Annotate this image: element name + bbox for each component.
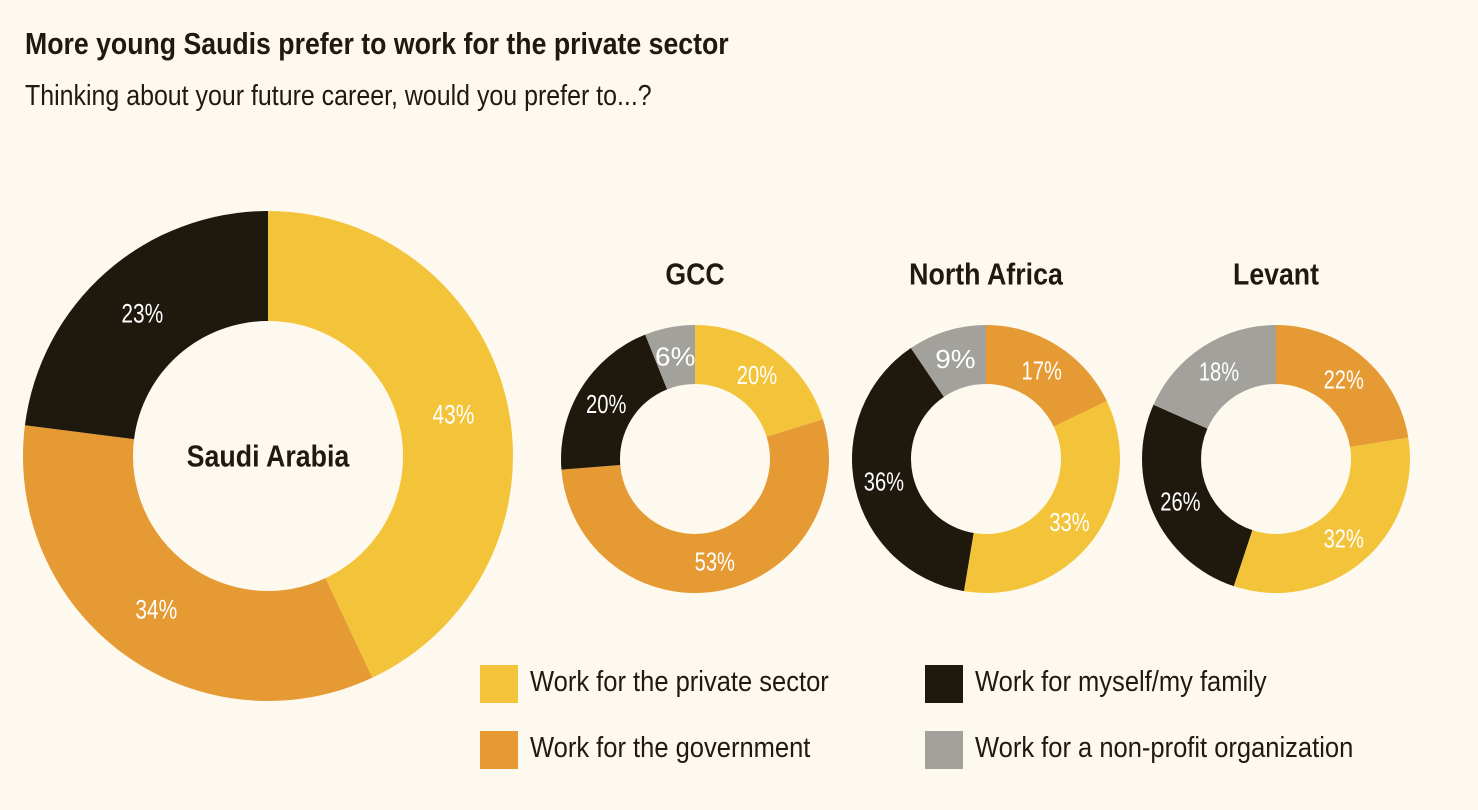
chart-title: More young Saudis prefer to work for the… bbox=[25, 26, 729, 61]
slice-north-africa-nonprofit bbox=[910, 325, 986, 397]
slice-label-levant-private: 32% bbox=[1324, 524, 1364, 554]
slice-label-levant-self: 26% bbox=[1160, 486, 1200, 516]
slice-label-gcc-self: 20% bbox=[586, 389, 626, 419]
legend-swatch-government bbox=[480, 731, 518, 769]
legend-label-private: Work for the private sector bbox=[530, 666, 829, 698]
slice-label-saudi-arabia-private: 43% bbox=[432, 400, 474, 430]
slice-label-north-africa-nonprofit: 9% bbox=[935, 344, 975, 374]
donut-title-saudi-arabia: Saudi Arabia bbox=[187, 439, 350, 474]
slice-label-levant-nonprofit: 18% bbox=[1199, 356, 1239, 386]
slice-gcc-private bbox=[695, 325, 823, 437]
slice-label-north-africa-government: 17% bbox=[1022, 356, 1062, 386]
donut-saudi-arabia: 43% 34% 23% Saudi Arabia bbox=[23, 211, 513, 701]
chart-subtitle: Thinking about your future career, would… bbox=[25, 80, 652, 112]
donut-title-north-africa: North Africa bbox=[909, 257, 1063, 292]
legend-swatch-self bbox=[925, 665, 963, 703]
slice-saudi-arabia-government bbox=[23, 425, 373, 701]
legend-label-nonprofit: Work for a non-profit organization bbox=[975, 732, 1354, 764]
donut-north-africa: 17% 33% 36% 9% North Africa bbox=[852, 257, 1120, 593]
slice-label-gcc-private: 20% bbox=[737, 360, 777, 390]
donut-title-gcc: GCC bbox=[665, 257, 724, 292]
slice-gcc-government bbox=[561, 419, 829, 593]
legend-swatch-nonprofit bbox=[925, 731, 963, 769]
slice-levant-government bbox=[1276, 325, 1409, 448]
slice-levant-self bbox=[1142, 404, 1253, 587]
slice-label-levant-government: 22% bbox=[1324, 364, 1364, 394]
slice-label-saudi-arabia-self: 23% bbox=[121, 298, 163, 328]
donut-gcc: 20% 53% 20% 6% GCC bbox=[560, 257, 829, 593]
slice-label-north-africa-private: 33% bbox=[1049, 507, 1089, 537]
donut-levant: 22% 32% 26% 18% Levant bbox=[1142, 257, 1410, 593]
slice-label-north-africa-self: 36% bbox=[864, 466, 904, 496]
legend-swatch-private bbox=[480, 665, 518, 703]
slice-saudi-arabia-self bbox=[24, 211, 268, 440]
slice-label-gcc-government: 53% bbox=[695, 547, 735, 577]
legend-label-self: Work for myself/my family bbox=[975, 666, 1267, 698]
donut-title-levant: Levant bbox=[1233, 257, 1319, 292]
slice-gcc-nonprofit bbox=[645, 325, 695, 390]
slice-saudi-arabia-private bbox=[268, 211, 513, 678]
slice-north-africa-self bbox=[852, 348, 974, 592]
slice-levant-nonprofit bbox=[1153, 325, 1276, 429]
slice-north-africa-government bbox=[986, 325, 1107, 427]
legend-label-government: Work for the government bbox=[530, 732, 811, 764]
slice-label-saudi-arabia-government: 34% bbox=[135, 595, 177, 625]
slice-gcc-self bbox=[560, 334, 668, 470]
slice-levant-private bbox=[1233, 437, 1410, 593]
slice-label-gcc-nonprofit: 6% bbox=[655, 341, 695, 371]
slice-north-africa-private bbox=[963, 401, 1120, 593]
